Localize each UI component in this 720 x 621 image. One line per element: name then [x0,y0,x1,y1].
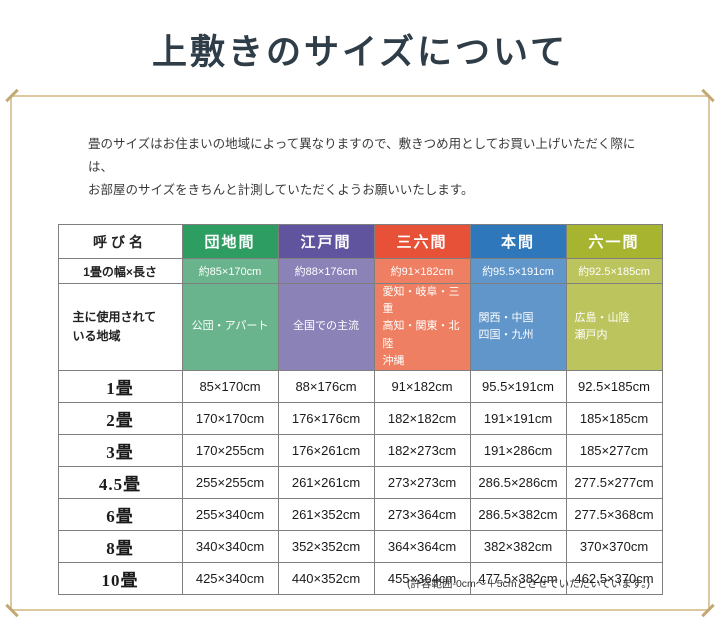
width-cell: 約88×176cm [277,258,375,285]
header-edoma: 江戸間 [277,224,375,260]
size-cell: 182×182cm [373,401,471,435]
size-label: 1畳 [57,369,183,403]
size-cell: 277.5×277cm [565,465,663,499]
size-cell: 364×364cm [373,529,471,563]
frame-corner-decoration [5,603,19,618]
region-cell: 関西・中国 四国・九州 [469,283,567,371]
size-cell: 425×340cm [181,561,279,595]
intro-text: 畳のサイズはお住まいの地域によって異なりますので、敷きつめ用としてお買い上げいた… [88,137,636,198]
size-cell: 340×340cm [181,529,279,563]
size-cell: 455×364cm [373,561,471,595]
frame-corner-decoration [701,603,715,618]
size-cell: 85×170cm [181,369,279,403]
frame-corner-decoration [701,88,715,103]
size-cell: 462.5×370cm [565,561,663,595]
width-cell: 約92.5×185cm [565,258,663,285]
size-label: 6畳 [57,497,183,531]
region-cell: 愛知・岐阜・三重 高知・関東・北陸 沖縄 [373,283,471,371]
size-label: 3畳 [57,433,183,467]
size-cell: 273×364cm [373,497,471,531]
region-cell: 全国での主流 [277,283,375,371]
content-frame: 畳のサイズはお住まいの地域によって異なりますので、敷きつめ用としてお買い上げいた… [5,88,715,618]
tolerance-note: (許容範囲-0cm～＋5cmとさせていただいています。) [406,578,650,590]
page-title: 上敷きのサイズについて [152,33,568,72]
size-cell: 277.5×368cm [565,497,663,531]
size-cell: 352×352cm [277,529,375,563]
table-row: 10畳 425×340cm 440×352cm 455×364cm 477.5×… [57,561,663,595]
size-cell: 191×286cm [469,433,567,467]
size-cell: 88×176cm [277,369,375,403]
region-cell: 公団・アパート [181,283,279,371]
size-cell: 261×261cm [277,465,375,499]
size-cell: 185×185cm [565,401,663,435]
size-cell: 261×352cm [277,497,375,531]
size-label: 10畳 [57,561,183,595]
header-honma: 本間 [469,224,567,260]
size-cell: 176×261cm [277,433,375,467]
table-row: 6畳 255×340cm 261×352cm 273×364cm 286.5×3… [57,497,663,531]
size-cell: 273×273cm [373,465,471,499]
size-cell: 286.5×286cm [469,465,567,499]
width-cell: 約85×170cm [181,258,279,285]
region-row-label: 主に使用されて いる地域 [57,283,183,371]
size-cell: 382×382cm [469,529,567,563]
size-cell: 286.5×382cm [469,497,567,531]
size-cell: 92.5×185cm [565,369,663,403]
frame-corner-decoration [5,88,19,103]
table-header-row: 呼び名 団地間 江戸間 三六間 本間 六一間 [57,224,663,260]
table-row: 1畳 85×170cm 88×176cm 91×182cm 95.5×191cm… [57,369,663,403]
table-row: 8畳 340×340cm 352×352cm 364×364cm 382×382… [57,529,663,563]
table-row: 2畳 170×170cm 176×176cm 182×182cm 191×191… [57,401,663,435]
size-cell: 477.5×382cm [469,561,567,595]
size-cell: 255×255cm [181,465,279,499]
size-cell: 255×340cm [181,497,279,531]
size-label: 4.5畳 [57,465,183,499]
size-cell: 191×191cm [469,401,567,435]
size-cell: 185×277cm [565,433,663,467]
header-danchima: 団地間 [181,224,279,260]
size-cell: 95.5×191cm [469,369,567,403]
table-row: 4.5畳 255×255cm 261×261cm 273×273cm 286.5… [57,465,663,499]
region-row: 主に使用されて いる地域 公団・アパート 全国での主流 愛知・岐阜・三重 高知・… [57,283,663,371]
size-label: 8畳 [57,529,183,563]
size-cell: 91×182cm [373,369,471,403]
size-cell: 440×352cm [277,561,375,595]
table-row: 3畳 170×255cm 176×261cm 182×273cm 191×286… [57,433,663,467]
header-rokuichima: 六一間 [565,224,663,260]
region-cell: 広島・山陰 瀬戸内 [565,283,663,371]
width-length-row: 1畳の幅×長さ 約85×170cm 約88×176cm 約91×182cm 約9… [57,258,663,285]
size-cell: 170×170cm [181,401,279,435]
size-label: 2畳 [57,401,183,435]
width-cell: 約95.5×191cm [469,258,567,285]
tatami-size-table: 呼び名 団地間 江戸間 三六間 本間 六一間 1畳の幅×長さ 約85×170cm… [57,224,663,595]
size-cell: 176×176cm [277,401,375,435]
size-cell: 170×255cm [181,433,279,467]
width-cell: 約91×182cm [373,258,471,285]
size-cell: 370×370cm [565,529,663,563]
header-sabuma: 三六間 [373,224,471,260]
header-yobina: 呼び名 [57,224,183,260]
width-row-label: 1畳の幅×長さ [57,258,183,285]
size-cell: 182×273cm [373,433,471,467]
